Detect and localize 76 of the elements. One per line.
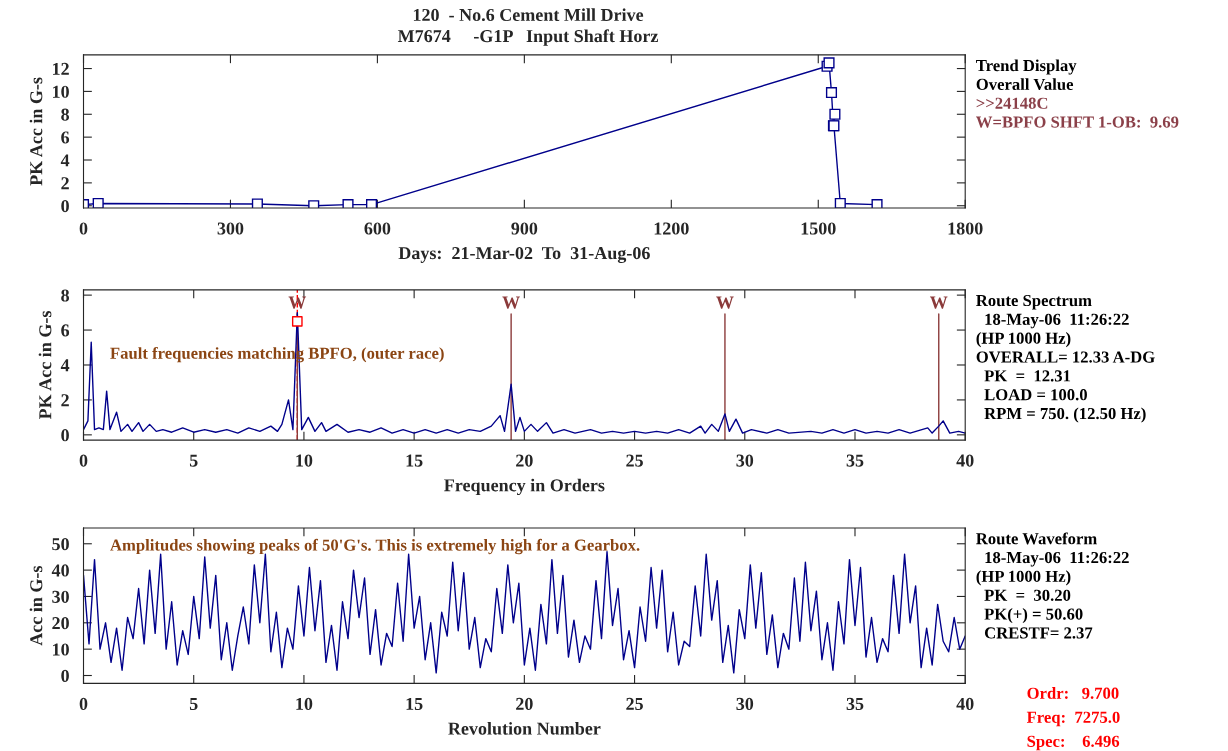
y-tick-label: 8 — [61, 289, 70, 302]
x-tick-label: 600 — [364, 222, 391, 235]
text: Ordr: 9.700 — [1027, 687, 1119, 699]
chart-subtitle: M7674 -G1P Input Shaft Horz — [397, 29, 659, 46]
x-axis-title: Days: 21-Mar-02 To 31-Aug-06 — [398, 247, 650, 263]
x-tick-label: 40 — [956, 697, 974, 711]
text: W=BPFO SHFT 1-OB: 9.69 — [976, 116, 1179, 128]
y-axis-title: Acc in G-s — [29, 566, 43, 646]
x-tick-label: 1500 — [801, 222, 836, 235]
text: (HP 1000 Hz) — [976, 332, 1071, 348]
x-tick-label: 900 — [511, 222, 538, 235]
y-tick-label: 10 — [53, 643, 69, 656]
x-tick-label: 25 — [626, 697, 643, 711]
y-tick-label: 0 — [61, 669, 69, 682]
y-axis-title: PK Acc in G-s — [29, 77, 43, 186]
y-tick-label: 10 — [53, 85, 69, 98]
y-tick-label: 20 — [52, 617, 69, 630]
text: OVERALL= 12.33 A-DG — [976, 351, 1155, 363]
x-tick-label: 10 — [296, 454, 313, 467]
x-axis-title: Frequency in Orders — [444, 478, 605, 496]
x-tick-label: 15 — [406, 697, 423, 711]
text: 18-May-06 11:26:22 — [985, 313, 1129, 329]
text: CRESTF= 2.37 — [984, 627, 1093, 639]
y-tick-label: 40 — [51, 564, 69, 577]
text: Overall Value — [976, 78, 1074, 91]
x-tick-label: 5 — [189, 454, 198, 467]
text: RPM = 750. (12.50 Hz) — [984, 407, 1146, 423]
x-tick-label: 0 — [79, 222, 88, 235]
x-tick-label: 1800 — [948, 222, 983, 235]
text: Route Spectrum — [976, 294, 1092, 310]
y-tick-label: 4 — [60, 359, 70, 372]
y-tick-label: 12 — [53, 62, 69, 75]
text: PK = 12.31 — [984, 370, 1071, 382]
text: PK = 30.20 — [984, 589, 1071, 601]
text: 18-May-06 11:26:22 — [985, 551, 1129, 567]
text: PK(+) = 50.60 — [984, 607, 1083, 624]
x-tick-label: 20 — [516, 697, 533, 711]
text: Trend Display — [976, 59, 1077, 75]
y-tick-label: 2 — [61, 394, 69, 407]
text: (HP 1000 Hz) — [976, 570, 1071, 586]
y-tick-label: 0 — [61, 200, 69, 213]
x-tick-label: 30 — [736, 697, 754, 711]
x-tick-label: 30 — [736, 454, 754, 467]
x-tick-label: 1200 — [654, 222, 689, 235]
y-tick-label: 6 — [61, 131, 70, 144]
y-axis-title: PK Acc in G-s — [38, 311, 52, 420]
x-tick-label: 0 — [79, 454, 88, 467]
x-tick-label: 35 — [846, 697, 864, 711]
y-tick-label: 8 — [61, 108, 70, 121]
x-tick-label: 5 — [189, 698, 198, 711]
x-axis-title: Revolution Number — [448, 722, 601, 735]
text: Route Waveform — [976, 532, 1097, 545]
x-tick-label: 20 — [516, 454, 533, 467]
ref-line-label: W — [502, 296, 520, 309]
text: LOAD = 100.0 — [984, 389, 1087, 401]
x-tick-label: 25 — [626, 454, 643, 467]
x-tick-label: 35 — [846, 454, 864, 467]
chart-title: 120 - No.6 Cement Mill Drive — [413, 8, 644, 22]
ref-line-label: W — [288, 296, 307, 309]
text: Spec: 6.496 — [1027, 735, 1120, 751]
ref-line-label: W — [716, 296, 734, 309]
y-tick-label: 0 — [61, 429, 69, 442]
ref-line-label: W — [929, 296, 948, 309]
annotation: Amplitudes showing peaks of 50'G's. This is extremely high for a Gearbox. — [110, 538, 640, 555]
x-tick-label: 300 — [217, 222, 244, 235]
x-tick-label: 10 — [296, 697, 313, 711]
y-tick-label: 50 — [52, 538, 69, 551]
text: >>24148C — [976, 97, 1048, 109]
y-tick-label: 6 — [61, 324, 70, 337]
y-tick-label: 4 — [60, 154, 70, 167]
x-tick-label: 40 — [956, 454, 974, 467]
x-tick-label: 0 — [79, 697, 88, 711]
x-tick-label: 15 — [406, 454, 423, 467]
text: Freq: 7275.0 — [1026, 711, 1120, 727]
y-tick-label: 30 — [52, 590, 69, 603]
y-tick-label: 2 — [61, 177, 69, 190]
